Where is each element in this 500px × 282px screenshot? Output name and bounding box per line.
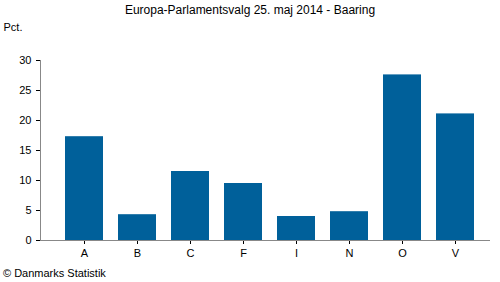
html-text:© Danmarks Statistik: © Danmarks Statistik [3, 267, 106, 279]
svg-text:25: 25 [19, 84, 31, 96]
svg-text:Pct.: Pct. [4, 21, 23, 33]
svg-text:N: N [346, 247, 354, 259]
svg-text:C: C [187, 247, 195, 259]
svg-text:O: O [398, 247, 407, 259]
svg-text:A: A [81, 247, 89, 259]
svg-text:F: F [240, 247, 247, 259]
svg-text:10: 10 [19, 174, 31, 186]
svg-text:B: B [134, 247, 141, 259]
svg-text:30: 30 [19, 54, 31, 66]
html-text:Europa-Parlamentsvalg 25. maj: Europa-Parlamentsvalg 25. maj 2014 - Baa… [124, 3, 376, 17]
svg-text:5: 5 [25, 204, 31, 216]
svg-text:0: 0 [25, 234, 31, 246]
svg-text:I: I [295, 247, 298, 259]
svg-text:20: 20 [19, 114, 31, 126]
svg-text:15: 15 [19, 144, 31, 156]
svg-text:V: V [452, 247, 460, 259]
